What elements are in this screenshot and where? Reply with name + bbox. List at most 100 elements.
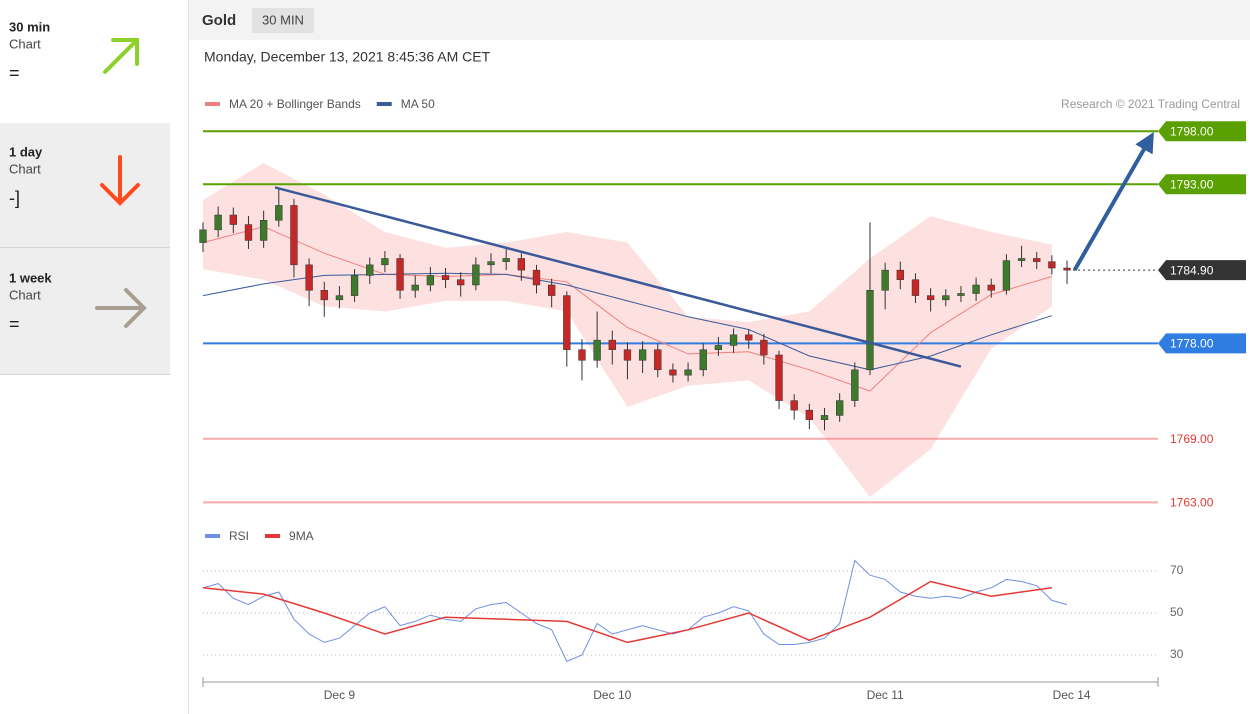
candle-body bbox=[275, 205, 283, 221]
level-badge bbox=[1158, 121, 1246, 142]
candle-body bbox=[775, 354, 783, 401]
candle-body bbox=[714, 345, 723, 350]
header-bar bbox=[188, 0, 1250, 40]
candle-body bbox=[760, 339, 768, 356]
period: 1 day bbox=[9, 144, 43, 159]
legend-label: RSI bbox=[229, 529, 249, 543]
arrow-down-icon bbox=[100, 155, 140, 206]
candle-body bbox=[987, 284, 995, 291]
level-label: 1778.00 bbox=[1170, 336, 1214, 350]
signal: -] bbox=[9, 188, 20, 208]
candle-body bbox=[350, 275, 359, 296]
candle-body bbox=[684, 369, 692, 376]
candle-body bbox=[426, 275, 435, 286]
legend-swatch bbox=[265, 534, 281, 538]
candle-body bbox=[896, 269, 904, 280]
period: 30 min bbox=[9, 19, 50, 34]
level-label: 1793.00 bbox=[1170, 177, 1214, 191]
candle-body bbox=[305, 264, 313, 291]
legend-swatch bbox=[205, 102, 220, 106]
candle-body bbox=[866, 290, 874, 371]
candle-body bbox=[1063, 267, 1071, 271]
candle-body bbox=[623, 349, 632, 361]
candle-body bbox=[457, 279, 465, 286]
candle-body bbox=[972, 284, 980, 294]
candle-body bbox=[699, 349, 707, 371]
candle-body bbox=[563, 295, 571, 350]
rsi-line bbox=[202, 559, 1068, 662]
candle-body bbox=[366, 264, 374, 276]
candle-body bbox=[335, 295, 344, 301]
candle-body bbox=[1033, 258, 1041, 262]
candle-body bbox=[396, 258, 404, 291]
candle-body bbox=[608, 339, 616, 350]
period: 1 week bbox=[9, 270, 52, 285]
candle-body bbox=[320, 290, 328, 301]
candle-body bbox=[214, 214, 222, 231]
ma-line bbox=[202, 272, 1053, 371]
candle-body bbox=[502, 258, 510, 262]
legend-swatch bbox=[376, 102, 392, 106]
y-tick-label: 30 bbox=[1170, 647, 1184, 661]
candle-body bbox=[547, 284, 556, 296]
bollinger-band bbox=[203, 163, 1052, 498]
timeframe: 30 MIN bbox=[262, 12, 304, 27]
candle-body bbox=[1048, 261, 1056, 269]
signal: = bbox=[9, 63, 20, 83]
candle-body bbox=[654, 349, 662, 371]
sidebar-panel[interactable] bbox=[0, 123, 170, 247]
candle-body bbox=[472, 264, 480, 286]
candle-body bbox=[820, 415, 829, 420]
candle-body bbox=[957, 293, 965, 296]
candle-body bbox=[259, 220, 268, 241]
arrow-up-icon bbox=[103, 38, 139, 74]
legend-swatch bbox=[205, 534, 220, 538]
level-badge bbox=[1158, 333, 1246, 354]
candle-body bbox=[836, 400, 844, 416]
legend-label: MA 20 + Bollinger Bands bbox=[229, 97, 361, 111]
subtitle: Monday, December 13, 2021 8:45:36 AM CET bbox=[204, 49, 491, 65]
legend-label: MA 50 bbox=[401, 97, 435, 111]
trendline bbox=[274, 186, 962, 368]
level-label: 1763.00 bbox=[1170, 496, 1214, 510]
candle-body bbox=[411, 284, 419, 291]
candle-body bbox=[593, 339, 601, 361]
panel-label: Chart bbox=[9, 161, 41, 176]
candle-body bbox=[381, 258, 389, 266]
candle-body bbox=[532, 269, 541, 286]
chart-title: Gold bbox=[202, 12, 236, 29]
level-badge bbox=[1158, 174, 1246, 195]
x-tick-label: Dec 9 bbox=[324, 688, 356, 702]
candle-body bbox=[441, 275, 450, 280]
candle-body bbox=[745, 334, 753, 341]
candle-body bbox=[911, 279, 920, 296]
credit: Research © 2021 Trading Central bbox=[1061, 97, 1240, 111]
candle-body bbox=[729, 334, 738, 346]
candle-body bbox=[851, 369, 859, 401]
y-tick-label: 50 bbox=[1170, 605, 1184, 619]
signal: = bbox=[9, 314, 20, 334]
candle-body bbox=[199, 229, 207, 243]
candle-body bbox=[805, 409, 814, 420]
candle-body bbox=[638, 349, 647, 361]
timeframe-box[interactable] bbox=[252, 8, 314, 33]
candle-body bbox=[881, 269, 889, 291]
candle-body bbox=[942, 295, 950, 301]
panel-label: Chart bbox=[9, 36, 41, 51]
level-label: 1769.00 bbox=[1170, 432, 1214, 446]
rsi-line bbox=[202, 580, 1053, 644]
candle-body bbox=[790, 400, 798, 411]
x-tick-label: Dec 10 bbox=[593, 688, 631, 702]
candle-body bbox=[1017, 258, 1026, 261]
candle-body bbox=[229, 214, 237, 225]
sidebar-panel[interactable] bbox=[0, 248, 170, 374]
panel-label: Chart bbox=[9, 287, 41, 302]
candle-body bbox=[290, 205, 298, 266]
candle-body bbox=[244, 224, 253, 241]
sidebar-panel[interactable] bbox=[0, 0, 170, 122]
candle-body bbox=[517, 258, 525, 271]
candle-body bbox=[669, 369, 677, 376]
level-label: 1798.00 bbox=[1170, 124, 1214, 138]
